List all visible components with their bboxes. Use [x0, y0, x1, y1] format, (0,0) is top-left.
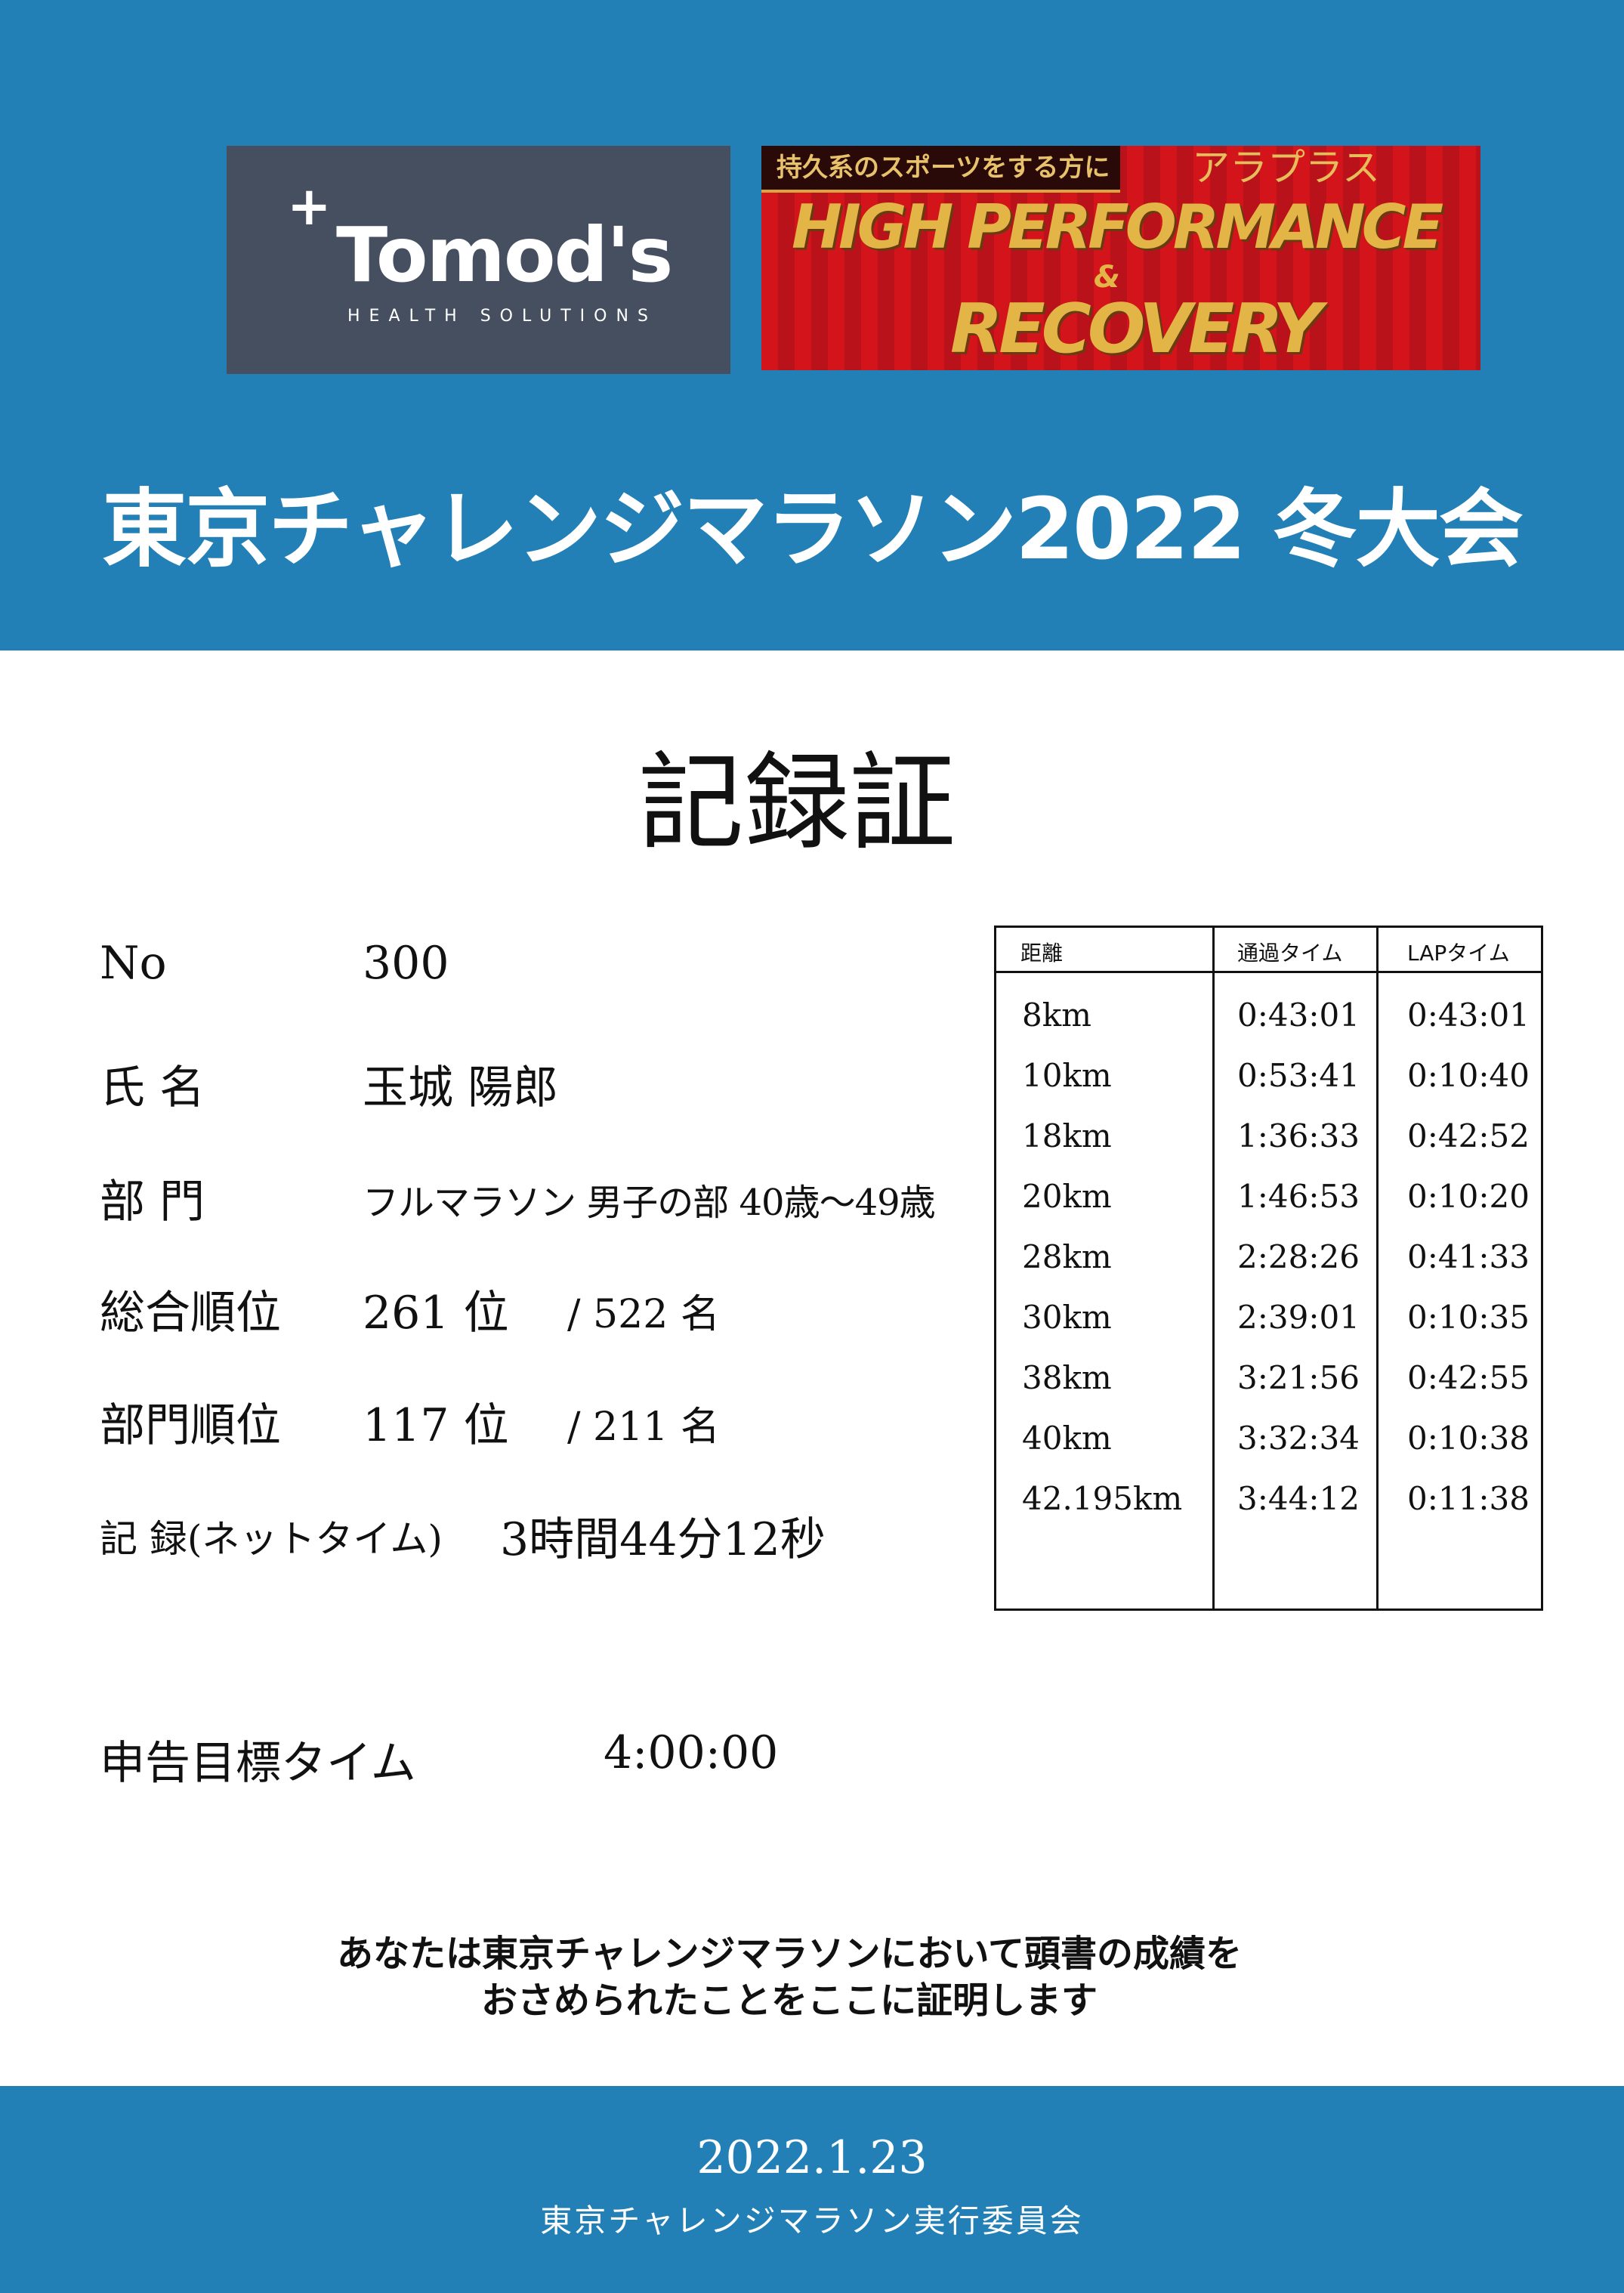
statement-line: あなたは東京チャレンジマラソンにおいて頭書の成績を [336, 1933, 1243, 1975]
split-distance: 42.195km [1022, 1480, 1183, 1517]
label-target-time: 申告目標タイム [100, 1737, 416, 1790]
split-distance: 18km [1022, 1117, 1112, 1154]
split-lap-time: 0:10:40 [1407, 1057, 1530, 1094]
split-distance: 38km [1022, 1359, 1112, 1396]
value-target-time: 4:00:00 [604, 1726, 779, 1779]
pass-time-column: 0:43:01 0:53:41 1:36:33 1:46:53 2:28:26 2:39:… [1212, 972, 1379, 1610]
split-pass-time: 2:39:01 [1237, 1299, 1360, 1336]
division-total: / 211 名 [567, 1405, 720, 1450]
split-pass-time: 2:28:26 [1237, 1238, 1360, 1275]
sponsor-banner: 持久系のスポーツをする方に アラプラス HIGH PERFORMANCE & R… [761, 146, 1480, 370]
split-lap-time: 0:42:55 [1407, 1359, 1530, 1396]
doc-title: 記録証 [638, 742, 956, 865]
split-lap-time: 0:10:20 [1407, 1178, 1530, 1215]
split-pass-time: 3:44:12 [1237, 1480, 1360, 1517]
split-table: 距離 通過タイム LAPタイム 8km 10km 18km 20km 28km 30km 3… [994, 926, 1543, 1611]
split-distance: 28km [1022, 1238, 1112, 1275]
value-division-rank: 117 位 [363, 1399, 509, 1452]
statement: あなたは東京チャレンジマラソンにおいて頭書の成績を おさめられたことをここに証明… [0, 1930, 1579, 2024]
lap-time-column: 0:43:01 0:10:40 0:42:52 0:10:20 0:41:33 0:10:… [1376, 972, 1543, 1610]
split-pass-time: 3:32:34 [1237, 1420, 1360, 1457]
split-pass-time: 1:46:53 [1237, 1178, 1360, 1215]
value-no: 300 [363, 937, 449, 990]
split-pass-time: 3:21:56 [1237, 1359, 1360, 1396]
split-distance: 40km [1022, 1420, 1112, 1457]
organizer: 東京チャレンジマラソン実行委員会 [540, 2202, 1084, 2239]
split-distance: 8km [1022, 997, 1091, 1034]
header-distance: 距離 [994, 926, 1215, 973]
split-lap-time: 0:42:52 [1407, 1117, 1530, 1154]
header-lap-time: LAPタイム [1376, 926, 1543, 973]
label-name: 氏 名 [100, 1062, 205, 1114]
value-division: フルマラソン 男子の部 40歳〜49歳 [363, 1182, 936, 1224]
split-lap-time: 0:11:38 [1407, 1480, 1530, 1517]
statement-line: おさめられたことをここに証明します [480, 1979, 1098, 2022]
split-lap-time: 0:10:38 [1407, 1420, 1530, 1457]
split-pass-time: 0:53:41 [1237, 1057, 1360, 1094]
split-distance: 20km [1022, 1178, 1112, 1215]
split-lap-time: 0:41:33 [1407, 1238, 1530, 1275]
label-division-rank: 部門順位 [100, 1399, 281, 1452]
label-net-time: 記 録(ネットタイム) [100, 1517, 443, 1561]
banner-line2: RECOVERY [950, 289, 1322, 369]
overall-total: / 522 名 [567, 1292, 720, 1337]
distance-column: 8km 10km 18km 20km 28km 30km 38km 40km 42.195km [994, 972, 1215, 1610]
banner-tag: 持久系のスポーツをする方に [761, 146, 1120, 193]
label-overall-rank: 総合順位 [100, 1287, 281, 1340]
split-pass-time: 0:43:01 [1237, 997, 1360, 1034]
label-no: No [100, 937, 167, 990]
split-lap-time: 0:10:35 [1407, 1299, 1530, 1336]
banner-line1: HIGH PERFORMANCE [792, 192, 1443, 262]
logo-brand: Tomod's [336, 211, 673, 299]
split-distance: 30km [1022, 1299, 1112, 1336]
logo-sub: HEALTH SOLUTIONS [347, 307, 657, 326]
value-name: 玉城 陽郎 [363, 1062, 559, 1114]
banner-kana: アラプラス [1192, 146, 1380, 190]
plus-icon: + [287, 175, 332, 237]
split-distance: 10km [1022, 1057, 1112, 1094]
footer-band: 2022.1.23 東京チャレンジマラソン実行委員会 [0, 2086, 1624, 2293]
label-division: 部 門 [100, 1176, 205, 1228]
issue-date: 2022.1.23 [696, 2131, 928, 2184]
split-lap-time: 0:43:01 [1407, 997, 1530, 1034]
header-pass-time: 通過タイム [1212, 926, 1379, 973]
split-pass-time: 1:36:33 [1237, 1117, 1360, 1154]
event-title: 東京チャレンジマラソン2022 冬大会 [102, 481, 1524, 579]
banner-amp: & [1094, 260, 1120, 295]
tomods-logo: + Tomod's HEALTH SOLUTIONS [227, 146, 730, 374]
value-overall-rank: 261 位 [363, 1287, 509, 1340]
value-net-time: 3時間44分12秒 [500, 1513, 826, 1566]
